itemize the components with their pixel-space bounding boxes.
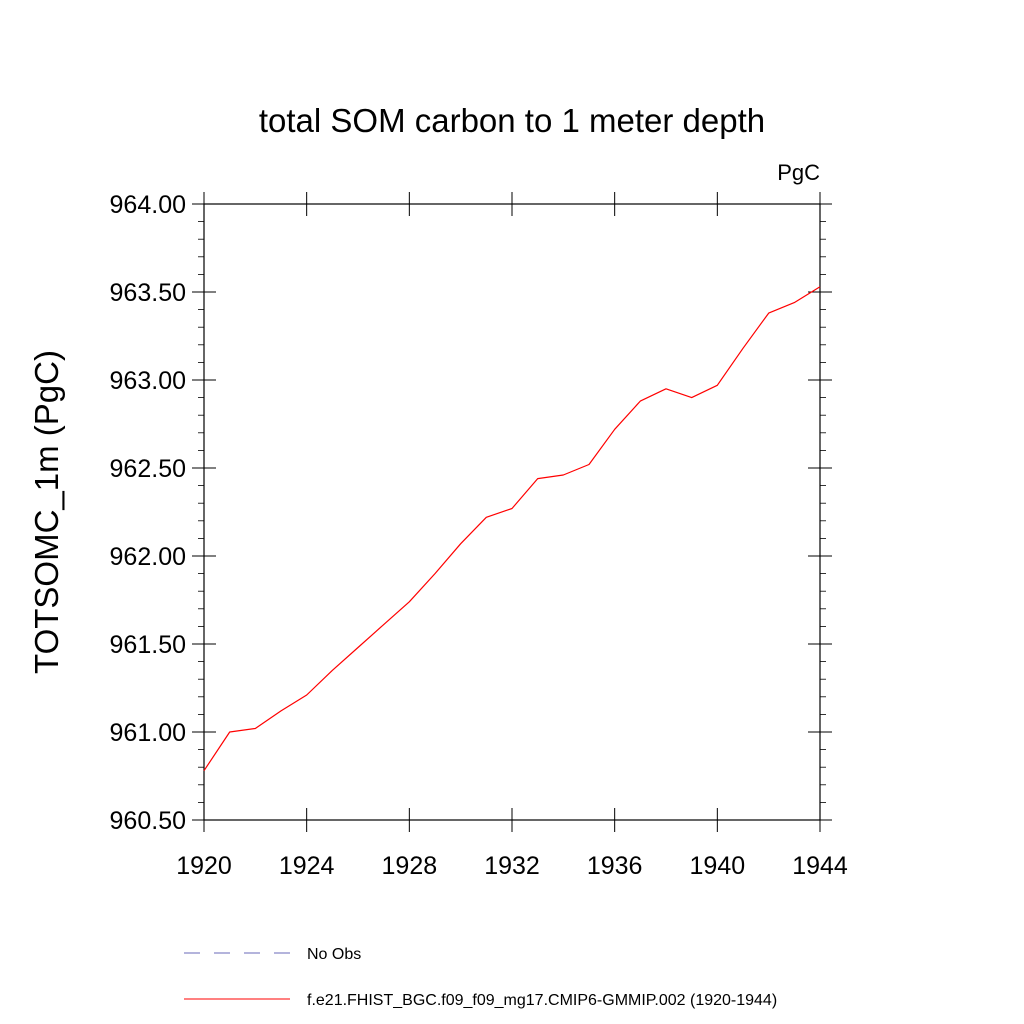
x-tick-label: 1940 [690, 852, 746, 880]
legend: No Obs f.e21.FHIST_BGC.f09_f09_mg17.CMIP6… [184, 946, 777, 1009]
series-lines [203, 286, 821, 772]
y-tick-label: 963.00 [110, 367, 186, 395]
x-tick-label: 1932 [484, 852, 540, 880]
chart-title: total SOM carbon to 1 meter depth [259, 102, 765, 139]
y-tick-label: 963.50 [110, 279, 186, 307]
series-line [203, 286, 821, 772]
x-tick-label: 1920 [176, 852, 232, 880]
x-tick-label: 1944 [792, 852, 848, 880]
axis-ticks: 960.50 961.00 961.50 962.00 962.50 963.00 963.… [110, 191, 848, 880]
units-label: PgC [777, 160, 820, 185]
plot-frame [203, 203, 821, 821]
x-tick-label: 1928 [382, 852, 438, 880]
y-tick-label: 961.50 [110, 631, 186, 659]
y-tick-label: 961.00 [110, 719, 186, 747]
y-axis-label: TOTSOMC_1m (PgC) [28, 350, 65, 674]
y-tick-label: 962.50 [110, 455, 186, 483]
legend-label: No Obs [307, 946, 361, 963]
y-tick-label: 964.00 [110, 191, 186, 219]
y-tick-label: 960.50 [110, 807, 186, 835]
x-tick-label: 1936 [587, 852, 643, 880]
y-tick-label: 962.00 [110, 543, 186, 571]
x-tick-label: 1924 [279, 852, 335, 880]
legend-label: f.e21.FHIST_BGC.f09_f09_mg17.CMIP6-GMMIP… [307, 992, 777, 1009]
